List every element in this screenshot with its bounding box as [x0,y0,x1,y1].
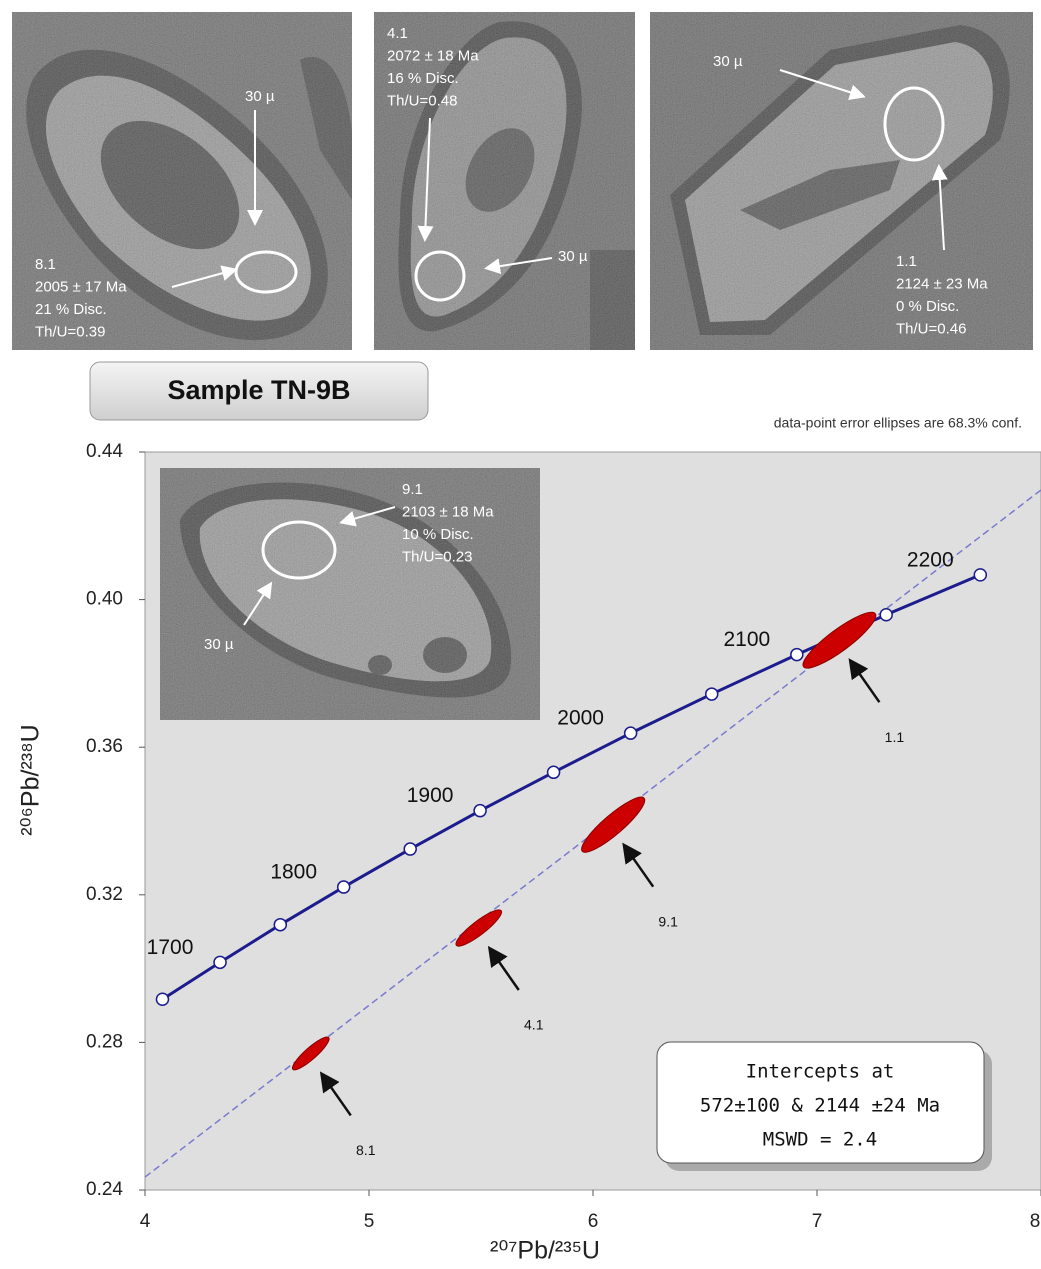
age-marker [214,956,226,968]
x-axis-label: ²⁰⁷Pb/²³⁵U [490,1237,600,1265]
age-marker [338,881,350,893]
age-marker [548,766,560,778]
age-marker [474,805,486,817]
y-tick-label: 0.32 [86,884,123,905]
spot-info: Th/U=0.48 [387,92,457,109]
age-marker [274,919,286,931]
spot-info: 8.1 [35,256,56,273]
spot-info: 2072 ± 18 Ma [387,47,479,64]
y-tick-label: 0.28 [86,1031,123,1052]
spot-label: 1.1 [885,729,905,745]
x-tick-label: 5 [364,1211,375,1232]
age-label: 1700 [147,936,194,959]
y-tick-label: 0.36 [86,736,123,757]
x-tick-label: 7 [812,1211,823,1232]
y-tick-label: 0.44 [86,441,123,462]
figure: 30 µ 8.1 2005 ± 17 Ma 21 % Disc. Th/U=0.39 30… [0,0,1041,1269]
spot-info: 2124 ± 23 Ma [896,275,988,292]
spot-info: 4.1 [387,25,408,42]
y-axis-label: ²⁰⁶Pb/²³⁸U [17,724,45,835]
x-tick-label: 4 [140,1211,151,1232]
spot-info: 0 % Disc. [896,298,959,315]
note: data-point error ellipses are 68.3% conf… [774,415,1022,431]
age-label: 1800 [270,861,317,884]
spot-label: 4.1 [524,1017,544,1033]
spot-size: 30 µ [204,636,234,653]
sample-label: Sample TN-9B [167,375,350,405]
x-tick-label: 8 [1030,1211,1041,1232]
age-marker [156,993,168,1005]
age-label: 1900 [407,784,454,807]
age-label: 2100 [723,628,770,651]
spot-info: 9.1 [402,481,423,498]
noise [12,12,352,350]
spot-info: 10 % Disc. [402,526,474,543]
spot-size: 30 µ [558,248,588,265]
spot-info: 16 % Disc. [387,70,459,87]
noise [650,12,1033,350]
age-marker [880,609,892,621]
spot-label: 8.1 [356,1142,376,1158]
intercept-line: 572±100 & 2144 ±24 Ma [700,1095,940,1117]
y-tick-label: 0.24 [86,1179,123,1200]
age-marker [974,569,986,581]
intercept-line: Intercepts at [746,1061,895,1083]
age-label: 2200 [907,548,954,571]
spot-size: 30 µ [245,88,275,105]
spot-info: Th/U=0.23 [402,548,472,565]
x-tick-label: 6 [588,1211,599,1232]
spot-size: 30 µ [713,53,743,70]
spot-label: 9.1 [658,913,678,929]
y-tick-label: 0.40 [86,589,123,610]
sem-annotations: 30 µ 8.1 2005 ± 17 Ma 21 % Disc. Th/U=0.39 30… [12,12,1033,350]
sem-inset-annotations: 30 µ 9.1 2103 ± 18 Ma 10 % Disc. Th/U=0.23 [160,468,540,720]
spot-info: 21 % Disc. [35,301,107,318]
spot-info: 2103 ± 18 Ma [402,503,494,520]
spot-info: Th/U=0.39 [35,323,105,340]
intercept-line: MSWD = 2.4 [763,1129,877,1151]
age-label: 2000 [557,707,604,730]
spot-info: 2005 ± 17 Ma [35,278,127,295]
age-marker [404,843,416,855]
age-marker [625,727,637,739]
spot-info: Th/U=0.46 [896,320,966,337]
spot-info: 1.1 [896,253,917,270]
age-marker [791,649,803,661]
age-marker [706,688,718,700]
